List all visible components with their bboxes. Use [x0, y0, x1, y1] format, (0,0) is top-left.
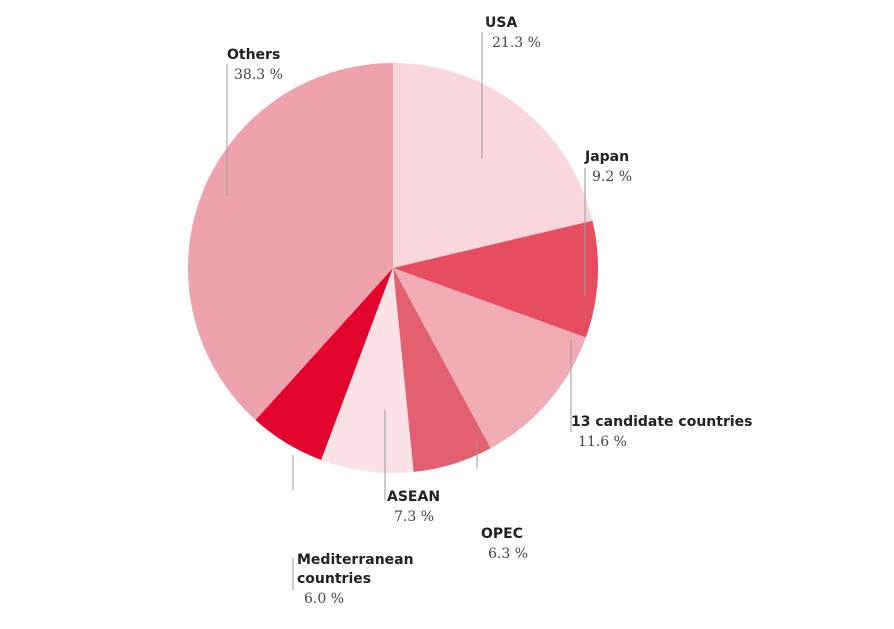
- slice-label: USA 21.3 %: [485, 14, 605, 53]
- value-label: 6.3 %: [488, 546, 529, 562]
- slice-label: 13 candidate countries 11.6 %: [571, 413, 771, 452]
- category-label: Mediterranean countries: [297, 552, 414, 587]
- value-label: 21.3 %: [492, 35, 541, 51]
- value-label: 7.3 %: [394, 509, 435, 525]
- category-label: USA: [485, 15, 518, 31]
- value-label: 11.6 %: [578, 434, 627, 450]
- slice-label: ASEAN 7.3 %: [387, 488, 507, 527]
- category-label: Japan: [585, 149, 630, 165]
- slice-label: Others 38.3 %: [227, 46, 347, 85]
- value-label: 38.3 %: [234, 67, 283, 83]
- slice-label: Mediterranean countries 6.0 %: [297, 551, 422, 609]
- category-label: OPEC: [481, 526, 523, 542]
- pie-slice: [393, 268, 491, 472]
- pie-slice: [187, 63, 393, 421]
- pie-slice: [321, 268, 414, 473]
- pie-slice: [393, 220, 598, 338]
- pie-slice: [255, 268, 393, 460]
- slice-label: Japan 9.2 %: [585, 148, 705, 187]
- category-label: ASEAN: [387, 489, 441, 505]
- category-label: Others: [227, 47, 281, 63]
- value-label: 6.0 %: [304, 591, 345, 607]
- pie-slice: [393, 63, 593, 268]
- pie-slice: [393, 268, 586, 449]
- value-label: 9.2 %: [592, 169, 633, 185]
- category-label: 13 candidate countries: [571, 414, 753, 430]
- slice-label: OPEC 6.3 %: [481, 525, 601, 564]
